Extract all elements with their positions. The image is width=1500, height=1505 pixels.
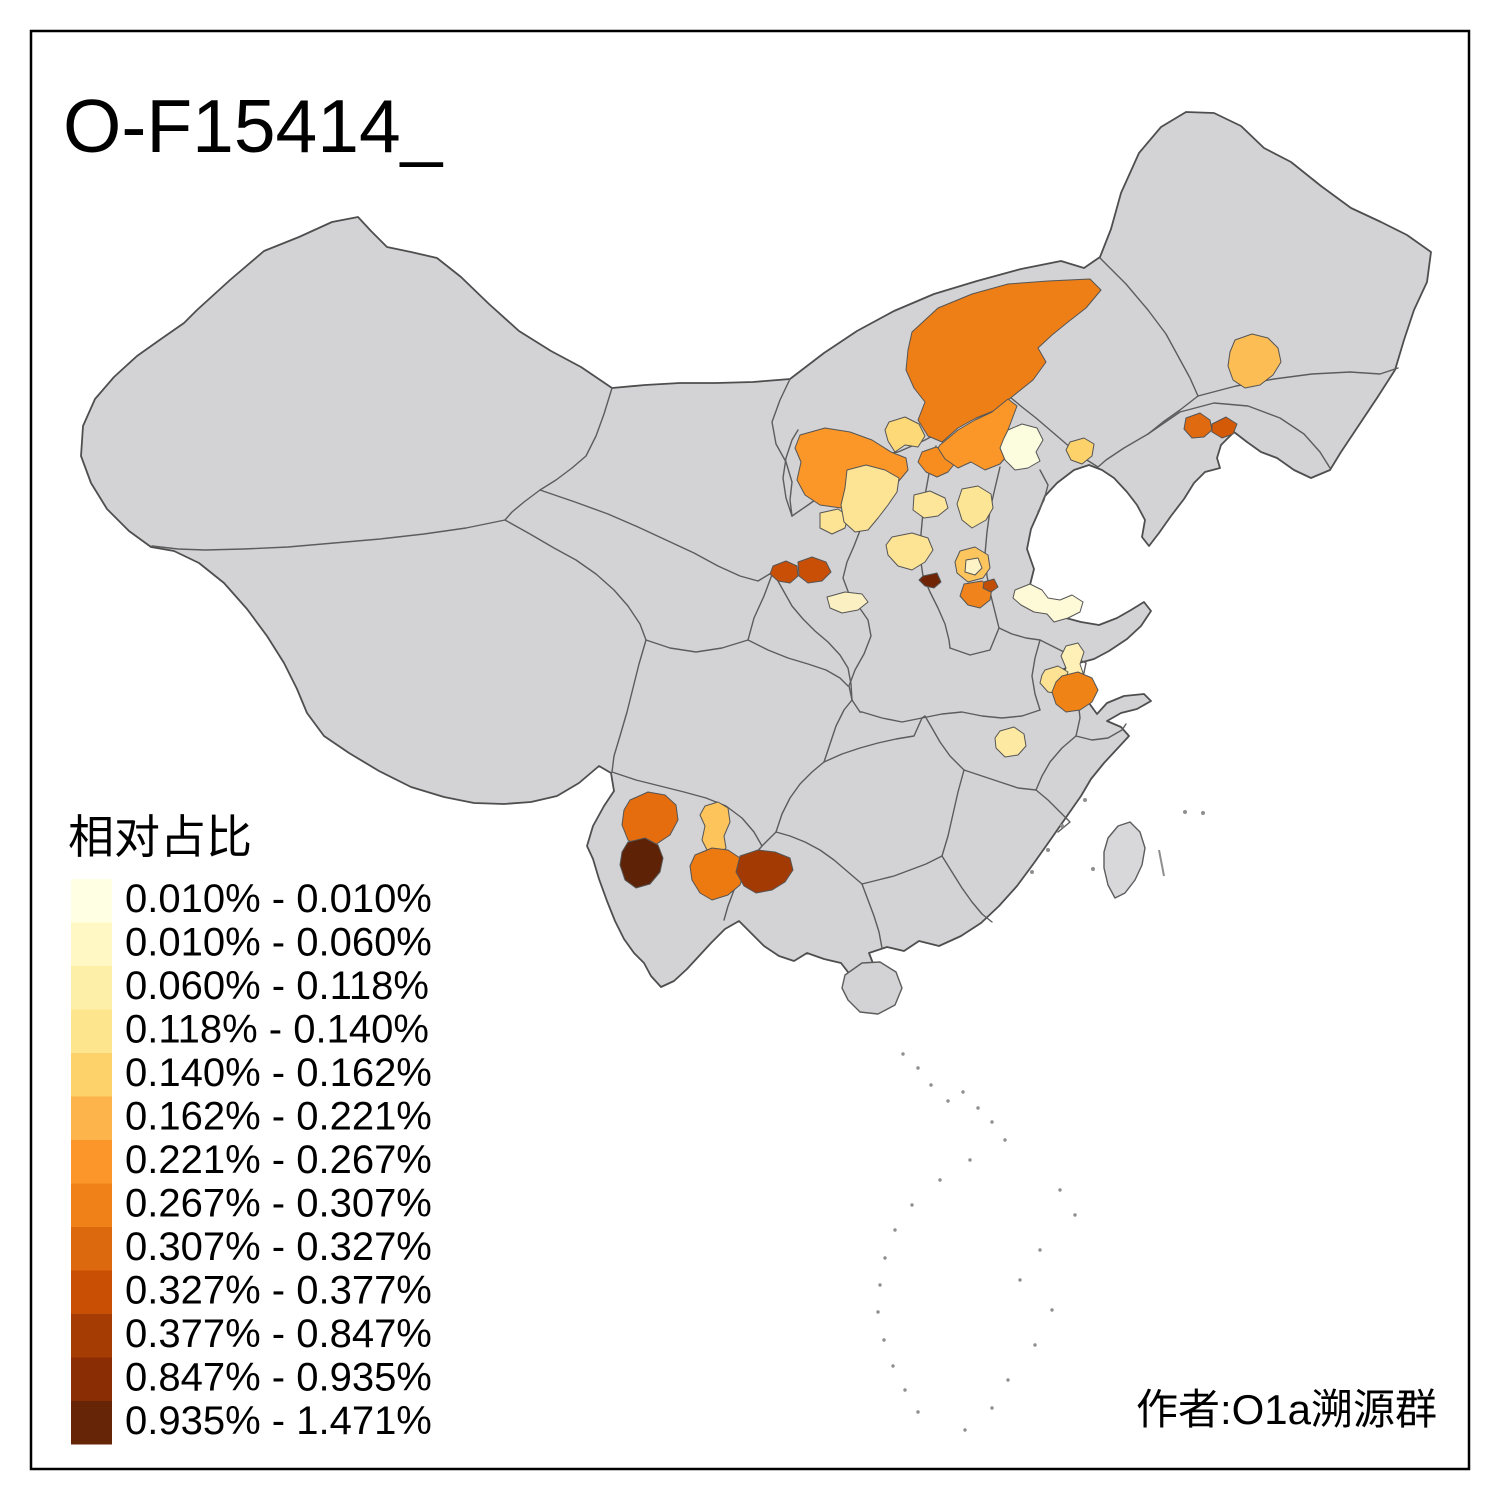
legend-swatch (71, 966, 112, 1010)
map-region-lanzhou-east (797, 556, 832, 584)
legend-swatch (71, 922, 112, 966)
map-region-shaanxi-north (840, 464, 900, 533)
legend-label: 0.010% - 0.010% (125, 877, 432, 921)
map-region-shanxi-north (956, 485, 994, 529)
map-region-hubei-central (994, 726, 1027, 758)
choropleth-patches (619, 278, 1282, 901)
map-region-ningxia-south (819, 508, 849, 535)
legend-swatch (71, 1401, 112, 1445)
map-region-beijing (999, 423, 1044, 471)
legend-label: 0.377% - 0.847% (125, 1312, 432, 1356)
map-region-shanxi-southwest-dark (918, 572, 942, 589)
legend-swatch (71, 1314, 112, 1358)
map-region-inner-mongolia-east (905, 278, 1102, 443)
legend-swatch (71, 879, 112, 923)
map-region-shandong-west (1012, 583, 1084, 623)
map-region-shaanxi-central (885, 532, 934, 571)
legend-swatch (71, 1357, 112, 1401)
map-region-shanxi-center-inner (964, 557, 983, 576)
legend-swatch (71, 1227, 112, 1271)
map-region-liaoning-east-lobe (1211, 416, 1238, 439)
legend-label: 0.327% - 0.377% (125, 1269, 432, 1313)
coastal-islets (1030, 798, 1205, 877)
taiwan-island (1103, 821, 1146, 899)
map-region-baotou (884, 416, 926, 453)
legend-title: 相对占比 (68, 811, 252, 863)
map-region-yunnan-northwest (621, 791, 679, 849)
hainan-island (841, 961, 903, 1015)
legend-swatch (71, 1053, 112, 1097)
legend-swatch (71, 1140, 112, 1184)
map-region-shanxi-west (912, 490, 949, 519)
legend-label: 0.307% - 0.327% (125, 1225, 432, 1269)
legend-label: 0.221% - 0.267% (125, 1138, 432, 1182)
islands (841, 798, 1205, 1432)
map-region-hebei-northeast (1065, 437, 1095, 465)
legend-swatch (71, 1270, 112, 1314)
map-region-liaoning-west-lobe (1183, 412, 1213, 439)
legend-label: 0.140% - 0.162% (125, 1051, 432, 1095)
legend-swatch (71, 1009, 112, 1053)
legend-label: 0.935% - 1.471% (125, 1399, 432, 1443)
legend-label: 0.060% - 0.118% (125, 964, 429, 1008)
map-region-gansu-southeast (826, 591, 869, 614)
map-region-anhui-east (1051, 671, 1099, 713)
legend-label: 0.847% - 0.935% (125, 1356, 432, 1400)
map-region-yunnan-west-dark (619, 837, 664, 889)
legend-label: 0.010% - 0.060% (125, 921, 432, 965)
map-region-lanzhou-west (769, 560, 799, 584)
legend-label: 0.118% - 0.140% (125, 1008, 429, 1052)
map-region-yunnan-central-orange (689, 847, 746, 901)
author-credit: 作者:O1a溯源群 (1136, 1386, 1437, 1433)
page-title: O-F15414_ (63, 84, 444, 168)
legend-swatch (71, 1183, 112, 1227)
map-region-jilin-central (1227, 333, 1282, 389)
legend-label: 0.162% - 0.221% (125, 1095, 432, 1139)
legend: 相对占比 0.010% - 0.010% 0.010% - 0.060% 0.0… (68, 811, 432, 1445)
map-region-shanxi-east-small (982, 578, 999, 593)
legend-swatch (71, 1096, 112, 1140)
south-china-sea-islands (876, 1052, 1077, 1432)
legend-label: 0.267% - 0.307% (125, 1182, 432, 1226)
map-region-yunnan-southeast-dark (735, 849, 794, 894)
china-mainland (80, 111, 1432, 990)
